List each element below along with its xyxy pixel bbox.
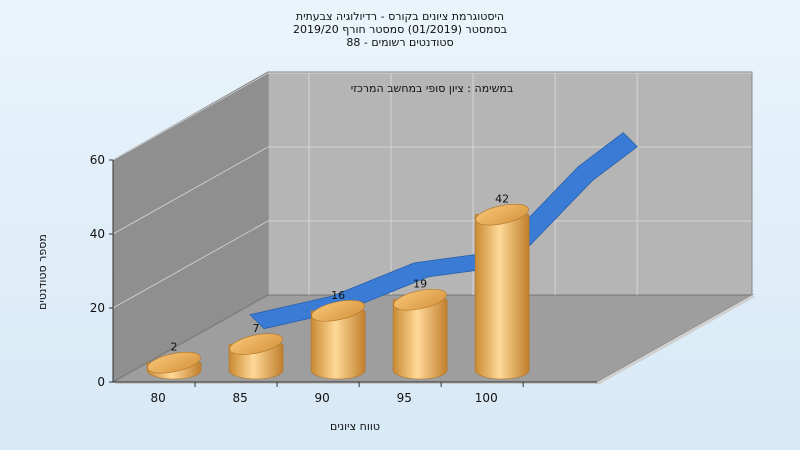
x-tick-label: 95: [397, 391, 412, 405]
x-axis-ticks: 80 85 90 95 100: [150, 382, 524, 405]
bar-data-label: 7: [253, 322, 260, 335]
left-wall-gridline: [112, 72, 269, 161]
bar-cylinder-cap: [311, 300, 365, 322]
left-wall-gridline: [112, 146, 269, 235]
y-tick-label: 0: [97, 375, 105, 389]
bar-90: 16: [310, 289, 366, 380]
bar-data-label: 19: [413, 278, 427, 291]
left-wall-gridline: [112, 220, 269, 309]
x-tick-label: 85: [233, 391, 248, 405]
bar-cylinder-cap: [475, 203, 529, 226]
bar-80: 2: [146, 341, 202, 380]
bar-data-label: 42: [495, 193, 509, 206]
chart-title-line-3: סטודנטים רשומים - 88: [346, 36, 454, 49]
y-axis-ticks: 0 20 40 60: [90, 153, 113, 389]
chart-subtitle: במשימה : ציון סופי במחשב המרכזי: [351, 82, 514, 95]
bar-cylinder-cap: [393, 288, 447, 311]
bar-data-label: 16: [331, 289, 345, 302]
right-edge: [597, 295, 755, 384]
chart-title-block: היסטוגרמת ציונים בקורס - רדיולוגיה צבעתי…: [0, 10, 800, 49]
bar-cylinder-body: [310, 310, 366, 380]
chart-title-line-2: בסמסטר (01/2019) סמסטר חורף 2019/20: [293, 23, 507, 36]
bar-cylinder-cap: [229, 333, 283, 355]
y-tick-label: 20: [90, 301, 105, 315]
bar-cylinder-cap: [147, 351, 201, 374]
bar-85: 7: [228, 322, 284, 380]
y-tick-label: 40: [90, 227, 105, 241]
chart-title-line-1: היסטוגרמת ציונים בקורס - רדיולוגיה צבעתי…: [295, 10, 505, 23]
bar-95: 19: [392, 278, 448, 380]
x-tick-label: 80: [150, 391, 165, 405]
bar-cylinder-body: [474, 214, 530, 380]
x-axis-label: טווח ציונים: [330, 420, 380, 433]
x-tick-label: 90: [315, 391, 330, 405]
y-axis-label: מספר סטודנטים: [36, 234, 49, 310]
x-tick-label: 100: [475, 391, 498, 405]
bar-data-label: 2: [171, 341, 178, 354]
bar-cylinder-body: [392, 299, 448, 380]
y-tick-label: 60: [90, 153, 105, 167]
bar-series: 2 7 16 19 42: [146, 193, 530, 380]
bar-100: 42: [474, 193, 530, 380]
